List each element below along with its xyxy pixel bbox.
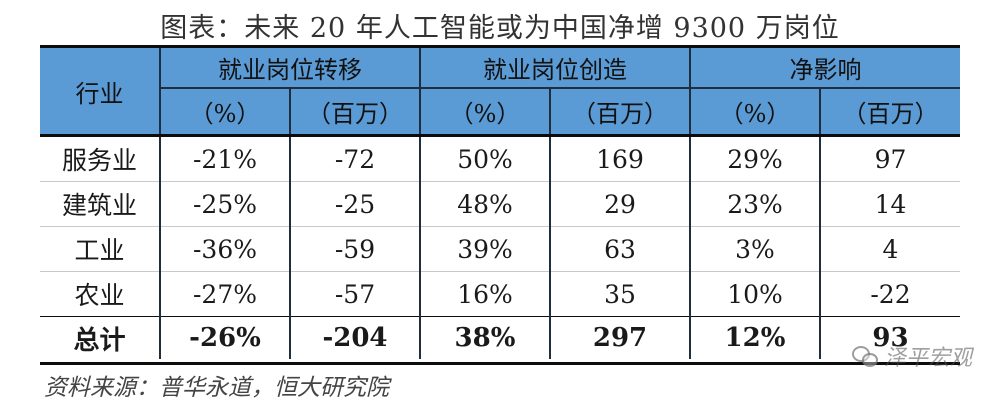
table-row: 建筑业 -25% -25 48% 29 23% 14 xyxy=(40,181,960,227)
row-label: 农业 xyxy=(40,271,161,317)
wechat-icon xyxy=(851,346,878,367)
table-row: 工业 -36% -59 39% 63 3% 4 xyxy=(40,226,960,272)
header-unit-million: （百万） xyxy=(290,88,421,136)
total-cell: 38% xyxy=(420,316,551,359)
table-cell: 4 xyxy=(820,226,960,272)
watermark: 泽平宏观 xyxy=(851,340,972,372)
header-job-displacement: 就业岗位转移 xyxy=(160,48,421,89)
total-cell: -204 xyxy=(290,316,421,359)
table-cell: -25 xyxy=(290,181,421,227)
table-cell: -57 xyxy=(290,271,421,317)
header-net-impact: 净影响 xyxy=(690,48,960,89)
table-cell: 29 xyxy=(550,181,691,227)
table-cell: 169 xyxy=(550,134,691,182)
table-cell: -21% xyxy=(160,134,291,182)
header-industry: 行业 xyxy=(40,48,161,136)
table-cell: 63 xyxy=(550,226,691,272)
table-cell: -59 xyxy=(290,226,421,272)
table-cell: 35 xyxy=(550,271,691,317)
total-cell: 12% xyxy=(690,316,821,359)
table-row: 农业 -27% -57 16% 35 10% -22 xyxy=(40,271,960,317)
table-cell: 39% xyxy=(420,226,551,272)
row-label: 工业 xyxy=(40,226,161,272)
watermark-text: 泽平宏观 xyxy=(883,346,972,371)
total-cell: 297 xyxy=(550,316,691,359)
table-cell: 50% xyxy=(420,134,551,182)
employment-impact-table: 行业 就业岗位转移 就业岗位创造 净影响 （%） （百万） （%） （百万） （… xyxy=(40,48,960,359)
total-cell: -26% xyxy=(160,316,291,359)
total-cell: 93 xyxy=(820,316,960,359)
table-cell: 29% xyxy=(690,134,821,182)
table-cell: -27% xyxy=(160,271,291,317)
table-row: 服务业 -21% -72 50% 169 29% 97 xyxy=(40,134,960,182)
table-cell: 16% xyxy=(420,271,551,317)
total-label: 总计 xyxy=(40,316,161,359)
table-cell: 10% xyxy=(690,271,821,317)
row-label: 服务业 xyxy=(40,134,161,182)
header-unit-million: （百万） xyxy=(820,88,960,136)
table-cell: 14 xyxy=(820,181,960,227)
table-cell: -36% xyxy=(160,226,291,272)
table-cell: 3% xyxy=(690,226,821,272)
chart-title: 图表：未来 20 年人工智能或为中国净增 9300 万岗位 xyxy=(160,13,840,44)
top-rule xyxy=(40,45,960,48)
table-total-row: 总计 -26% -204 38% 297 12% 93 xyxy=(40,316,960,359)
table-cell: -25% xyxy=(160,181,291,227)
source-note: 资料来源：普华永道，恒大研究院 xyxy=(44,375,389,401)
header-job-creation: 就业岗位创造 xyxy=(420,48,691,89)
row-label: 建筑业 xyxy=(40,181,161,227)
bottom-rule xyxy=(40,362,960,365)
header-unit-percent: （%） xyxy=(690,88,821,136)
table-cell: 48% xyxy=(420,181,551,227)
table-cell: -72 xyxy=(290,134,421,182)
table-cell: 97 xyxy=(820,134,960,182)
table-cell: 23% xyxy=(690,181,821,227)
header-unit-million: （百万） xyxy=(550,88,691,136)
table-cell: -22 xyxy=(820,271,960,317)
header-unit-percent: （%） xyxy=(420,88,551,136)
header-unit-percent: （%） xyxy=(160,88,291,136)
